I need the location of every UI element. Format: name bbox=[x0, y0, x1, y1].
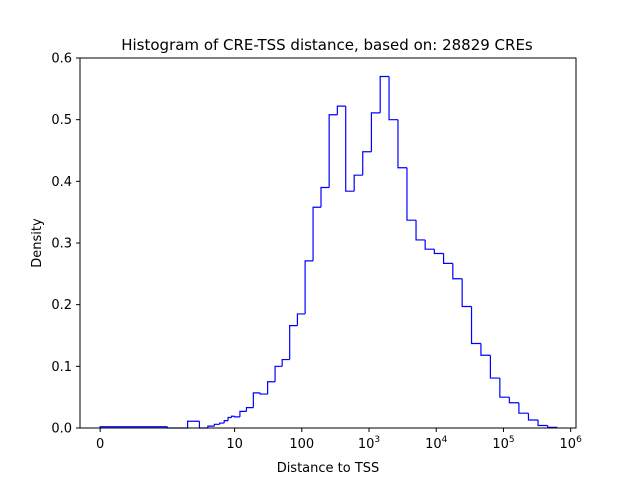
histogram-bin bbox=[370, 112, 381, 152]
x-tick-label: 104 bbox=[425, 435, 448, 452]
histogram-bin bbox=[219, 422, 225, 425]
histogram-bin bbox=[281, 358, 290, 367]
histogram-bin bbox=[207, 425, 215, 428]
histogram-bin bbox=[289, 325, 298, 360]
y-tick-label: 0.3 bbox=[51, 237, 72, 252]
histogram-bin bbox=[415, 220, 426, 241]
histogram-bin bbox=[452, 263, 463, 280]
histogram-bin bbox=[320, 186, 330, 208]
y-tick-label: 0.0 bbox=[51, 422, 72, 437]
histogram-bin bbox=[442, 253, 453, 264]
y-tick-label: 0.4 bbox=[51, 175, 72, 190]
histogram-bin bbox=[397, 119, 407, 169]
histogram-bin bbox=[537, 419, 548, 427]
chart-title: Histogram of CRE-TSS distance, based on:… bbox=[121, 36, 533, 54]
x-tick-label: 0 bbox=[96, 437, 104, 452]
histogram-bin bbox=[433, 249, 444, 255]
y-axis: 0.0 0.1 0.2 0.3 0.4 0.5 0.6 bbox=[51, 52, 80, 437]
histogram-bin bbox=[304, 260, 314, 314]
histogram-bin bbox=[328, 114, 338, 188]
plot-area bbox=[99, 75, 558, 429]
histogram-bin bbox=[470, 306, 481, 345]
histogram-bin bbox=[508, 397, 519, 404]
histogram-bin bbox=[424, 239, 435, 250]
x-tick-label: 10 bbox=[226, 437, 243, 452]
histogram-bin bbox=[336, 105, 346, 115]
histogram-bin bbox=[274, 365, 283, 382]
histogram-bin bbox=[230, 415, 235, 418]
x-tick-label: 105 bbox=[492, 435, 514, 452]
histogram-bin bbox=[312, 206, 322, 261]
histogram-bin bbox=[489, 355, 500, 379]
histogram-bin bbox=[223, 420, 229, 424]
histogram-bin bbox=[227, 416, 232, 421]
histogram-bin bbox=[213, 423, 220, 427]
histogram-bin bbox=[480, 343, 491, 356]
x-axis-label: Distance to TSS bbox=[277, 461, 380, 476]
histogram-bin bbox=[388, 76, 398, 121]
y-tick-label: 0.1 bbox=[51, 360, 72, 375]
histogram-bin bbox=[499, 378, 510, 398]
histogram-bin bbox=[547, 425, 558, 428]
histogram-bin bbox=[461, 278, 472, 308]
histogram-bin bbox=[345, 106, 355, 192]
histogram-bin bbox=[245, 407, 254, 412]
histogram-bin bbox=[198, 421, 208, 429]
y-tick-label: 0.6 bbox=[51, 52, 72, 67]
histogram-bin bbox=[518, 402, 529, 414]
histogram-bin bbox=[406, 167, 417, 221]
histogram-bin bbox=[267, 381, 276, 395]
y-tick-label: 0.5 bbox=[51, 113, 72, 128]
x-tick-label: 106 bbox=[560, 435, 583, 452]
histogram-bin bbox=[234, 416, 240, 418]
histogram-bin bbox=[379, 75, 390, 113]
histogram-bin bbox=[362, 151, 372, 176]
histogram-bin bbox=[353, 174, 363, 192]
x-tick-label: 100 bbox=[289, 437, 314, 452]
histogram-bin bbox=[239, 410, 247, 417]
y-tick-label: 0.2 bbox=[51, 298, 72, 313]
histogram-bin bbox=[252, 392, 261, 408]
histogram-bin bbox=[527, 413, 539, 421]
plot-frame bbox=[79, 57, 577, 429]
histogram-bin bbox=[259, 392, 268, 395]
y-axis-label: Density bbox=[30, 218, 45, 268]
histogram-bin bbox=[296, 313, 306, 326]
x-axis: 0 10 100 103 104 105 106 bbox=[96, 428, 582, 452]
x-tick-label: 103 bbox=[358, 435, 380, 452]
histogram-bin bbox=[187, 420, 200, 428]
